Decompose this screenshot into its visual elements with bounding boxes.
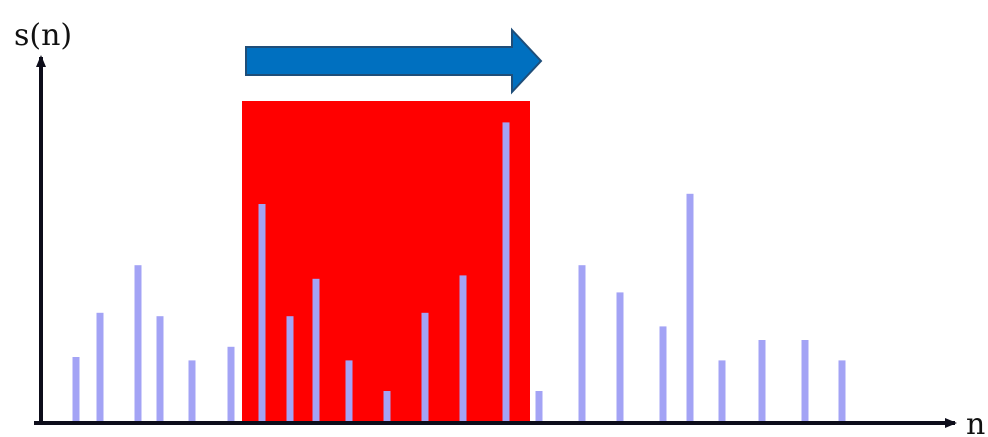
sample-stem [502, 122, 510, 426]
sample-stem [188, 360, 196, 425]
sample-stem [616, 292, 624, 425]
sample-stem [801, 340, 809, 425]
analysis-window [242, 101, 530, 423]
sample-stem [227, 346, 235, 425]
signal-samples [72, 122, 846, 426]
x-axis-label: n [966, 407, 985, 437]
sample-stem [312, 278, 320, 425]
sample-stem [758, 340, 766, 425]
sample-stem [421, 312, 429, 425]
sample-stem [156, 316, 164, 425]
sample-stem [659, 326, 667, 425]
sample-stem [345, 360, 353, 425]
sample-stem [535, 391, 543, 425]
sample-stem [286, 316, 294, 425]
sample-stem [838, 360, 846, 425]
sample-stem [72, 357, 80, 425]
sample-stem [718, 360, 726, 425]
sample-stem [134, 265, 142, 425]
sample-stem [686, 193, 694, 425]
sample-stem [459, 275, 467, 425]
sample-stem [96, 312, 104, 425]
window-direction-arrow [245, 27, 543, 95]
sample-stem [578, 265, 586, 425]
sample-stem [383, 391, 391, 425]
sample-stem [258, 204, 266, 425]
y-axis-label: s(n) [14, 18, 72, 53]
